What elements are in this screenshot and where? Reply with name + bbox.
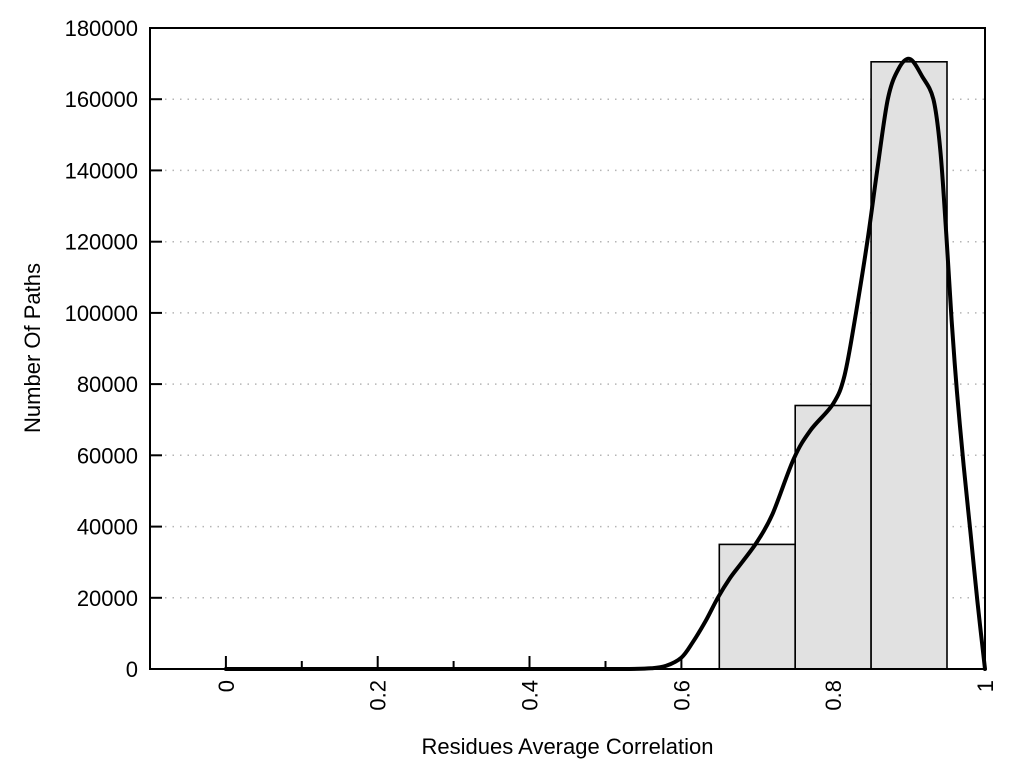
y-tick-label: 40000 <box>77 515 138 540</box>
histogram-bar <box>870 60 948 670</box>
y-tick-label: 60000 <box>77 443 138 468</box>
y-tick-label: 120000 <box>65 230 138 255</box>
x-tick-label: 0.6 <box>669 680 694 711</box>
x-tick-label: 1 <box>973 680 998 692</box>
y-tick-label: 0 <box>126 657 138 682</box>
y-tick-label: 20000 <box>77 586 138 611</box>
y-axis-title: Number Of Paths <box>20 263 45 433</box>
histogram-bar <box>794 404 872 670</box>
y-tick-label: 100000 <box>65 301 138 326</box>
y-tick-label: 80000 <box>77 372 138 397</box>
x-tick-label: 0.8 <box>821 680 846 711</box>
y-tick-label: 160000 <box>65 87 138 112</box>
x-axis-title: Residues Average Correlation <box>421 734 714 759</box>
x-tick-label: 0.4 <box>518 680 543 711</box>
y-tick-label: 180000 <box>65 16 138 41</box>
x-tick-label: 0 <box>214 680 239 692</box>
smoothed-distribution-curve <box>223 56 987 671</box>
y-tick-label: 140000 <box>65 158 138 183</box>
histogram-bar <box>718 543 796 670</box>
x-tick-label: 0.2 <box>366 680 391 711</box>
